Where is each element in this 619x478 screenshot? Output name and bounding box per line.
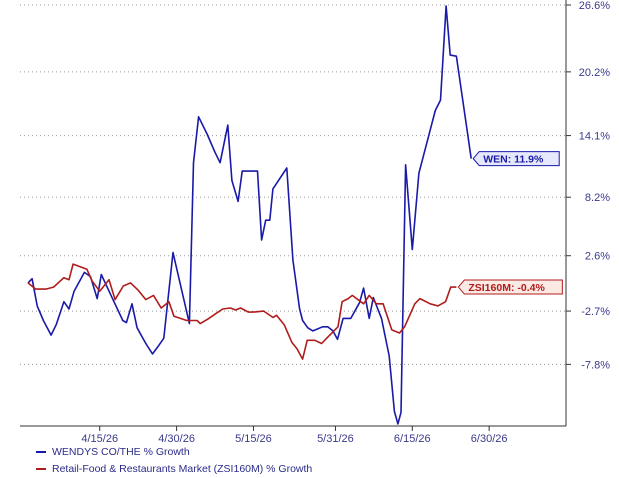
x-tick-label: 6/30/26 [471, 433, 508, 445]
end-label-zsi160m-text: ZSI160M: -0.4% [468, 282, 545, 294]
end-labels: WEN: 11.9% ZSI160M: -0.4% [457, 151, 563, 295]
y-tick-label: 2.6% [585, 251, 610, 263]
y-tick-label: -7.8% [581, 359, 610, 371]
legend-swatch-zsi160m [36, 468, 46, 471]
legend-item-zsi160m: Retail-Food & Restaurants Market (ZSI160… [36, 463, 312, 475]
y-tick-label: -2.7% [581, 306, 610, 318]
series-line-wen [27, 5, 472, 425]
legend-label-wen: WENDYS CO/THE % Growth [52, 446, 190, 458]
x-tick-label: 4/15/26 [81, 433, 118, 445]
x-tick-label: 5/15/26 [235, 433, 272, 445]
series-line-zsi160m [27, 263, 457, 360]
gridlines [20, 4, 566, 365]
x-axis-ticks: 4/15/26 4/30/26 5/15/26 5/31/26 6/15/26 6/30/… [81, 426, 507, 445]
y-tick-label: 8.2% [585, 192, 610, 204]
end-label-zsi160m: ZSI160M: -0.4% [457, 279, 563, 295]
y-tick-label: 14.1% [579, 131, 610, 143]
legend-item-wen: WENDYS CO/THE % Growth [36, 446, 190, 458]
y-axis-ticks: 26.6% 20.2% 14.1% 8.2% 2.6% -2.7% -7.8% [566, 0, 610, 371]
end-label-wen-box [472, 151, 560, 167]
end-label-zsi160m-box [457, 279, 563, 295]
x-tick-label: 4/30/26 [158, 433, 195, 445]
end-label-wen-text: WEN: 11.9% [483, 154, 544, 166]
x-tick-label: 5/31/26 [317, 433, 354, 445]
y-tick-label: 26.6% [579, 0, 610, 12]
legend-swatch-wen [36, 451, 46, 454]
legend-label-zsi160m: Retail-Food & Restaurants Market (ZSI160… [52, 463, 313, 475]
series-lines [27, 5, 472, 425]
end-label-wen: WEN: 11.9% [472, 151, 560, 167]
y-tick-label: 20.2% [579, 67, 610, 79]
x-tick-label: 6/15/26 [394, 433, 431, 445]
